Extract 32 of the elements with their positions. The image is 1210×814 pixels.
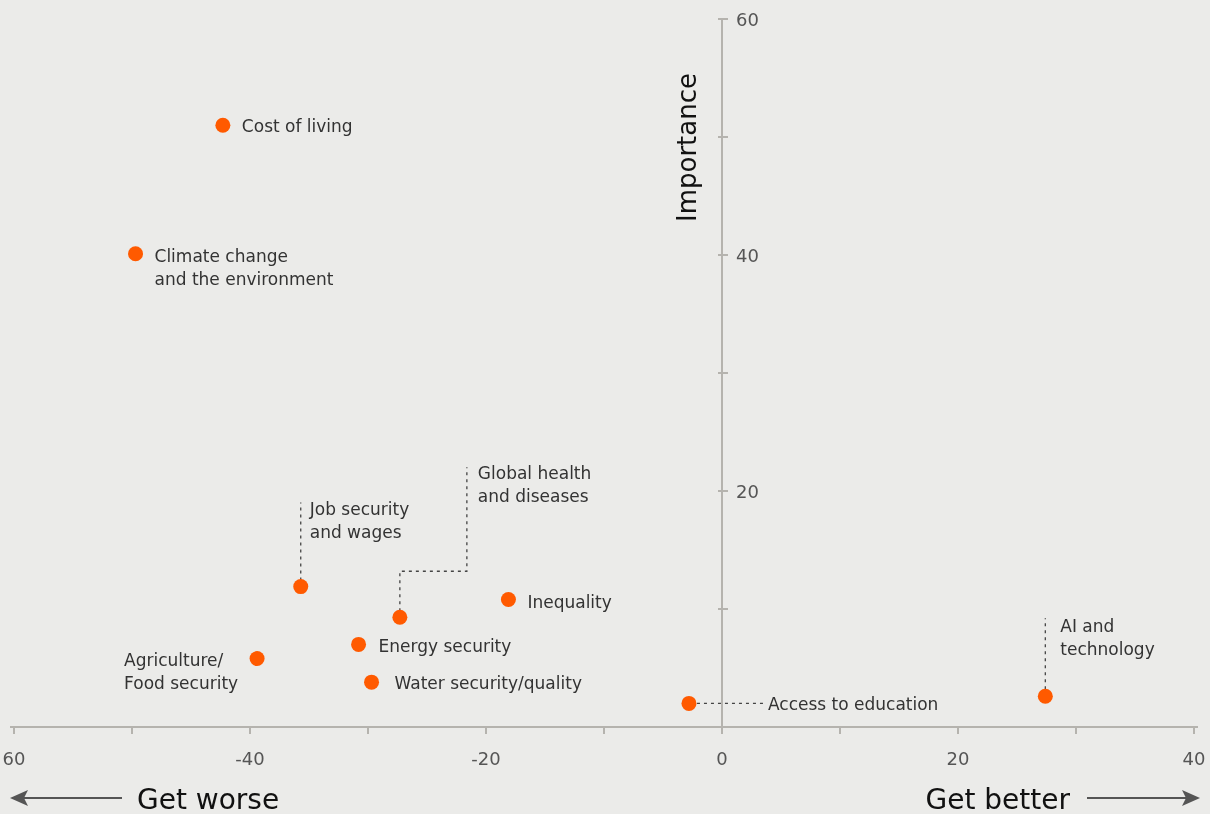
annotation: Global health and diseases [477,463,592,507]
x-tick-label: -40 [235,748,265,769]
annotation: Water security/quality [394,673,582,694]
point [351,636,367,652]
annotation: Access to education [767,694,939,715]
y-tick-label: 60 [736,9,759,30]
annotation: Inequality [527,591,612,612]
point [364,674,380,690]
point [500,592,516,608]
point [249,651,265,667]
point [392,609,408,625]
text: Get better [925,783,1071,814]
x-tick-label: 60 [2,748,26,769]
point [293,579,309,595]
x-tick-label: 20 [946,748,970,769]
y-tick-label: 40 [736,245,759,266]
y-tick-label: 20 [736,481,759,502]
annotation: Agriculture/ Food security [124,649,239,693]
x-tick-label: 40 [1182,748,1206,769]
x-tick-label: 0 [716,748,728,769]
annotation: Climate change and the environment [154,245,334,289]
annotation: Cost of living [241,116,353,137]
point [1037,688,1053,704]
annotation: Job security and wages [308,498,410,542]
text: Get worse [137,783,280,814]
annotation: Energy security [378,636,512,657]
annotation: AI and technology [1060,616,1155,660]
x-tick-label: -20 [471,748,501,769]
point [681,695,697,711]
point [128,246,144,262]
point [215,117,231,133]
y-axis-title: Importance [672,73,702,222]
